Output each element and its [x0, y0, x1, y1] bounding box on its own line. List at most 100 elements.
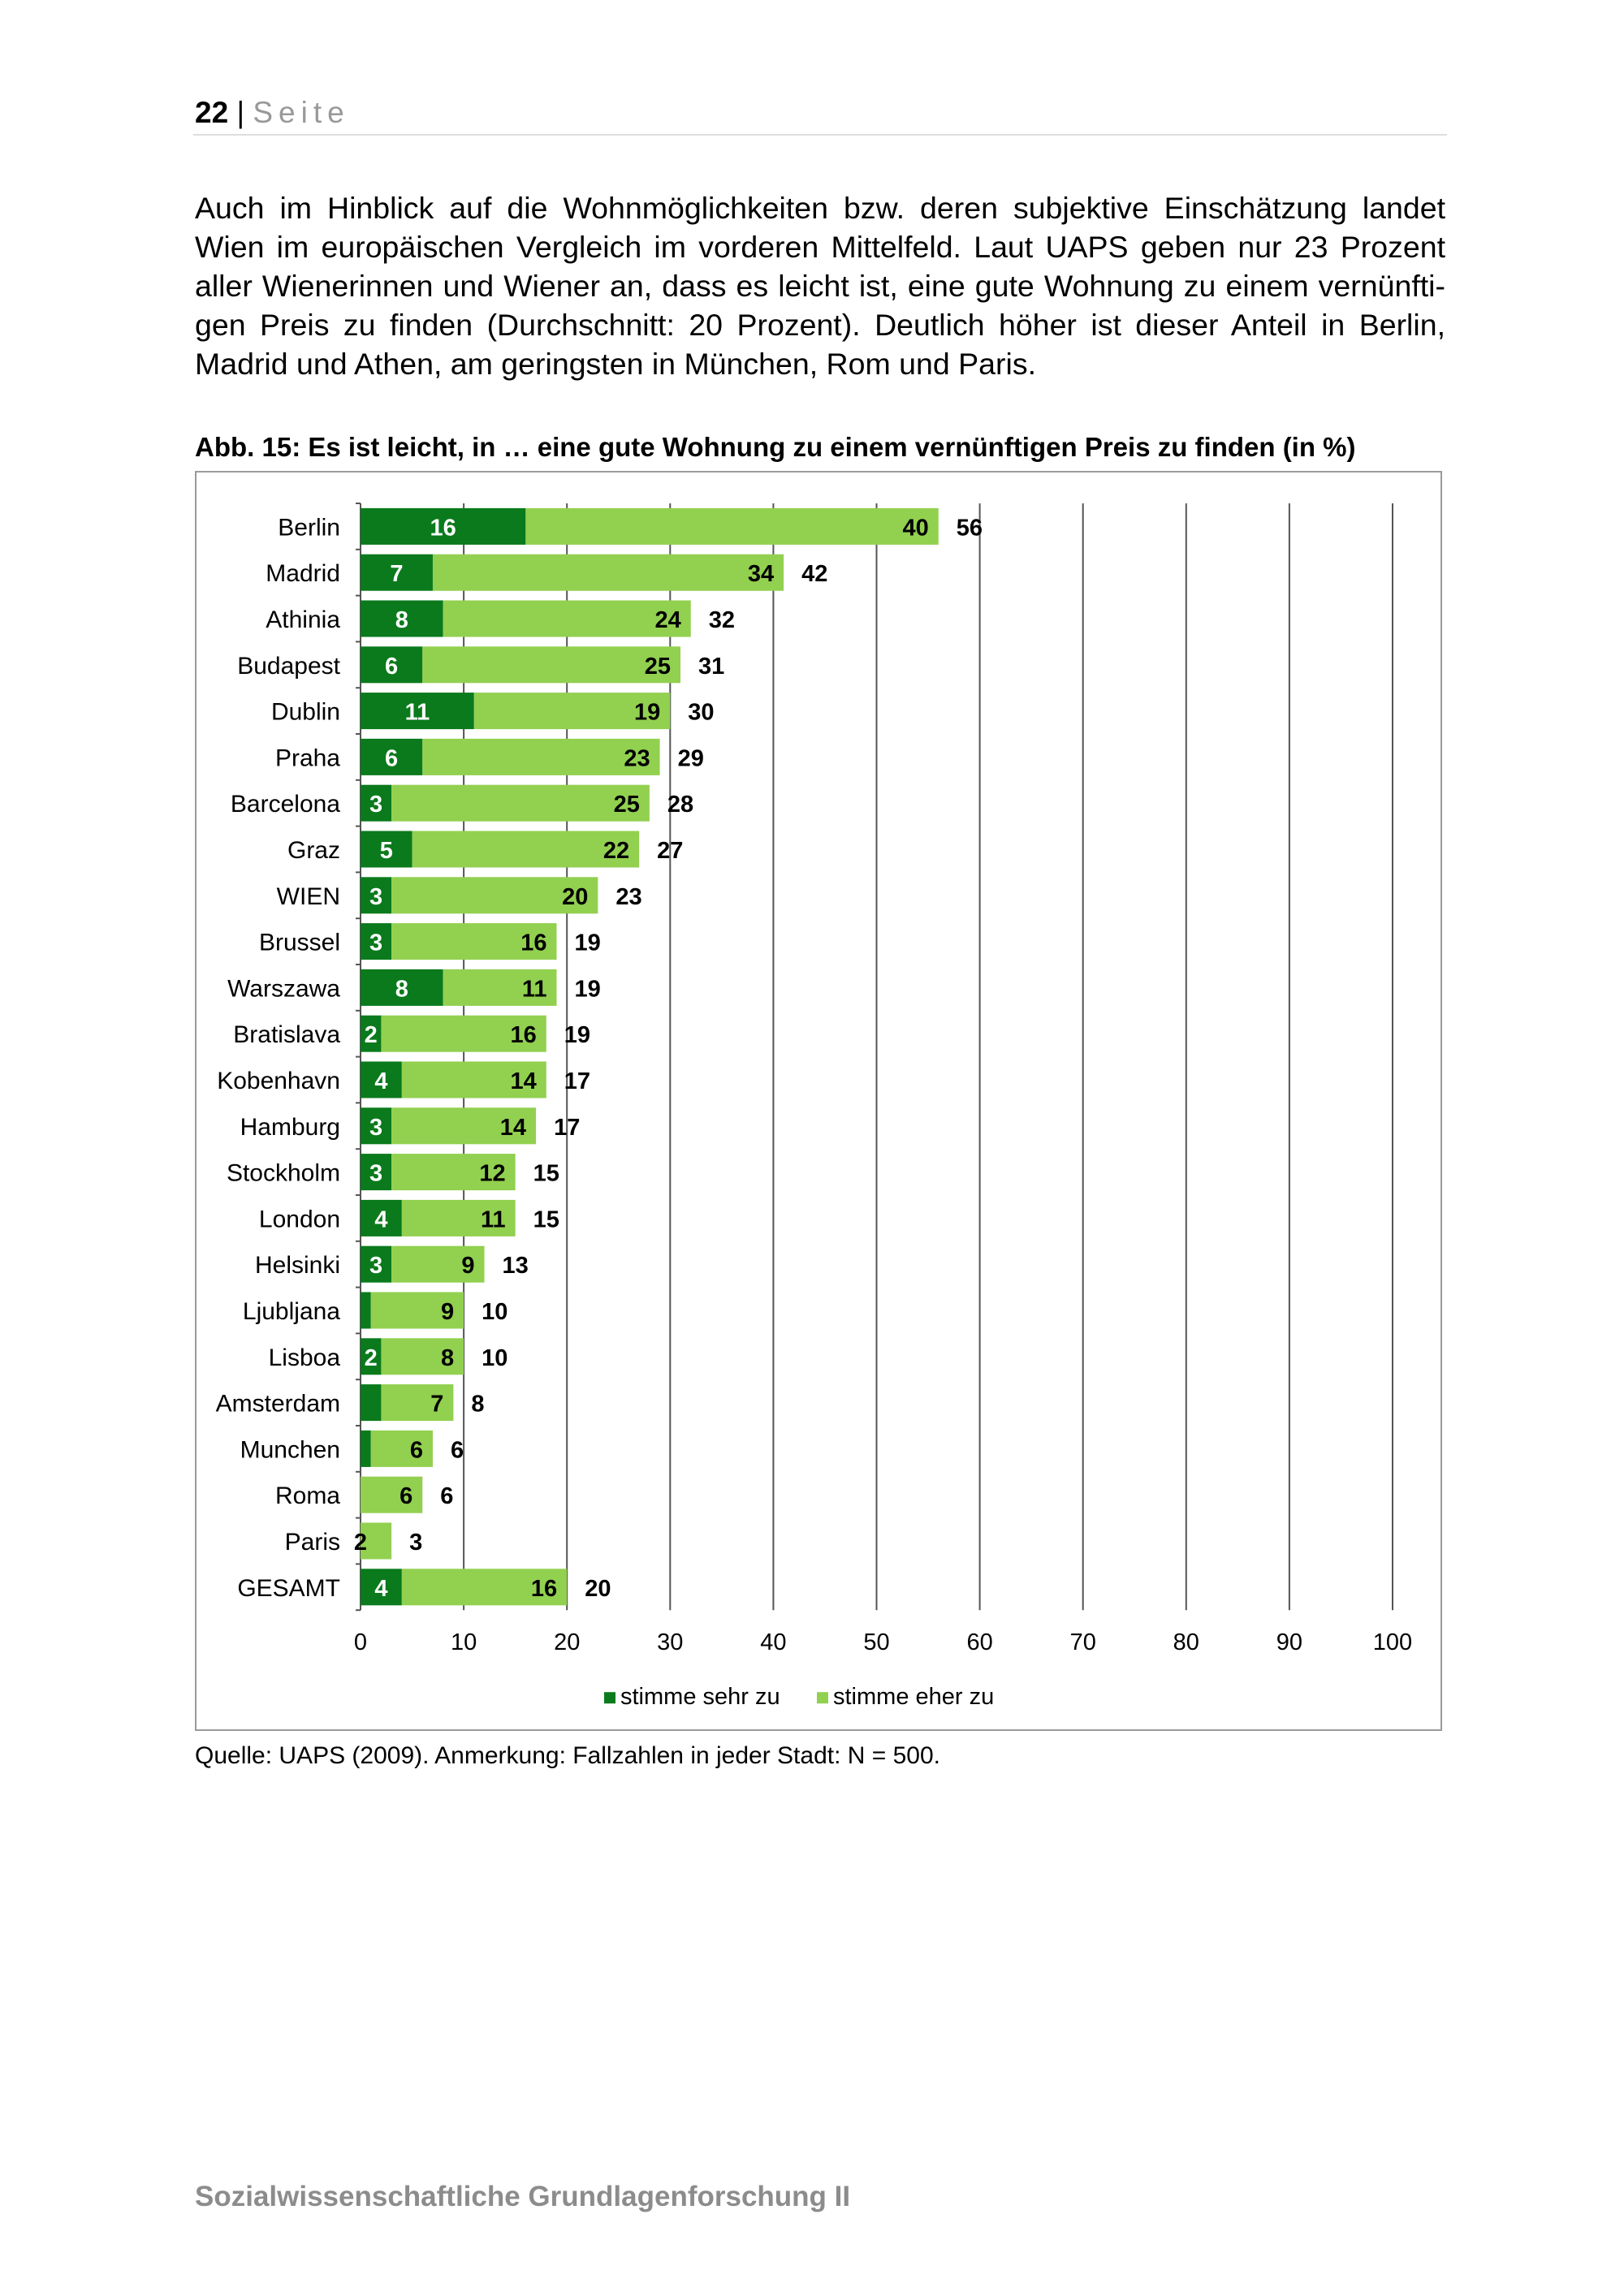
bar-sehr-zu — [361, 646, 423, 684]
x-tick-label: 0 — [354, 1629, 367, 1655]
category-label: Lisboa — [269, 1344, 341, 1371]
data-label-eher-zu: 14 — [511, 1068, 537, 1094]
category-label: Athinia — [266, 606, 340, 633]
data-label-total: 19 — [564, 1022, 590, 1048]
data-label-total: 29 — [678, 745, 704, 771]
data-label-sehr-zu: 2 — [354, 1530, 367, 1556]
data-label-eher-zu: 9 — [461, 1253, 474, 1279]
bar-eher-zu — [391, 1154, 516, 1191]
data-label-total: 6 — [440, 1483, 453, 1509]
x-tick-label: 80 — [1173, 1629, 1199, 1655]
bar-sehr-zu — [361, 831, 412, 868]
data-label-sehr-zu: 3 — [369, 1161, 382, 1187]
x-tick-label: 60 — [966, 1629, 992, 1655]
category-label: Brussel — [259, 930, 340, 956]
data-label-eher-zu: 20 — [562, 884, 588, 910]
data-label-total: 15 — [533, 1161, 559, 1187]
data-label-eher-zu: 7 — [430, 1392, 443, 1418]
bar-sehr-zu — [361, 1430, 371, 1467]
chart-frame: Berlin 16 40 5 6 Madrid 7 3 4 42 Athinia 8 2 4 3 2 Budap… — [195, 471, 1442, 1731]
figure-caption: Abb. 15: Es ist leicht, in … eine gute W… — [195, 432, 1356, 462]
x-tick-label: 40 — [760, 1629, 786, 1655]
data-label-total: 10 — [482, 1299, 508, 1325]
category-label: Budapest — [237, 653, 340, 680]
data-label-eher-zu: 25 — [645, 654, 671, 680]
bar-eher-zu — [370, 1292, 464, 1329]
data-label-eher-zu: 6 — [400, 1483, 412, 1509]
bar-sehr-zu — [361, 923, 392, 960]
data-label-total: 10 — [482, 1345, 508, 1371]
category-label: Graz — [287, 837, 340, 864]
data-label-sehr-zu: 3 — [369, 930, 382, 956]
data-label-total: 17 — [554, 1115, 580, 1141]
bar-sehr-zu — [361, 1245, 392, 1283]
page-footer: Sozialwissenschaftliche Grundlagenforsch… — [195, 2181, 851, 2212]
x-tick-label: 30 — [657, 1629, 683, 1655]
category-label: Bratislava — [233, 1021, 340, 1048]
bar-sehr-zu — [361, 507, 526, 545]
data-label-sehr-zu: 8 — [395, 607, 408, 633]
bar-eher-zu — [412, 831, 640, 868]
category-label: Warszawa — [227, 975, 340, 1002]
bar-sehr-zu — [361, 1061, 402, 1098]
x-tick-label: 70 — [1070, 1629, 1096, 1655]
header-rule — [193, 134, 1447, 136]
page-number: 22 — [195, 96, 229, 129]
data-label-eher-zu: 9 — [441, 1299, 454, 1325]
category-label: Dublin — [271, 699, 340, 726]
category-label: Amsterdam — [216, 1391, 340, 1418]
data-label-total: 42 — [801, 561, 827, 587]
category-label: WIEN — [277, 883, 340, 910]
data-label-eher-zu: 19 — [634, 700, 660, 726]
data-label-eher-zu: 16 — [511, 1022, 537, 1048]
header-separator: | — [236, 96, 245, 129]
data-label-total: 8 — [471, 1392, 484, 1418]
bar-eher-zu — [432, 554, 784, 591]
bar-eher-zu — [381, 1338, 464, 1375]
category-label: London — [259, 1206, 340, 1232]
category-label: Barcelona — [231, 791, 340, 818]
data-label-total: 30 — [688, 700, 714, 726]
bar-sehr-zu — [361, 1338, 382, 1375]
bar-sehr-zu — [361, 693, 474, 730]
bar-eher-zu — [391, 877, 598, 914]
bar-eher-zu — [391, 1245, 485, 1283]
data-label-eher-zu: 6 — [410, 1437, 423, 1463]
category-label: Madrid — [266, 560, 340, 587]
data-label-sehr-zu: 16 — [430, 515, 456, 541]
bar-eher-zu — [443, 600, 691, 637]
data-label-sehr-zu: 3 — [369, 792, 382, 818]
data-label-total: 19 — [574, 930, 600, 956]
bar-eher-zu — [381, 1384, 454, 1422]
category-label: Stockholm — [227, 1160, 340, 1187]
data-label-sehr-zu: 4 — [374, 1206, 387, 1232]
category-label: Berlin — [278, 514, 340, 541]
bar-eher-zu — [361, 1476, 423, 1513]
data-label-total: 28 — [667, 792, 693, 818]
data-label-eher-zu: 22 — [603, 838, 629, 864]
data-label-total: 20 — [585, 1576, 611, 1602]
source-note: Quelle: UAPS (2009). Anmerkung: Fallzahl… — [195, 1742, 941, 1769]
bar-sehr-zu — [361, 1107, 392, 1145]
data-label-sehr-zu: 11 — [405, 700, 430, 726]
bar-sehr-zu — [361, 1199, 402, 1236]
bar-sehr-zu — [361, 1292, 371, 1329]
bar-sehr-zu — [361, 877, 392, 914]
bar-eher-zu — [361, 1522, 392, 1560]
category-label: GESAMT — [237, 1575, 340, 1602]
bar-sehr-zu — [361, 784, 392, 822]
data-label-total: 31 — [698, 654, 724, 680]
bar-eher-zu — [381, 1015, 546, 1052]
category-label: Helsinki — [255, 1252, 340, 1279]
data-label-sehr-zu: 2 — [365, 1022, 378, 1048]
bar-eher-zu — [401, 1199, 516, 1236]
legend-swatch-eher-zu — [817, 1692, 828, 1704]
data-label-sehr-zu: 6 — [385, 654, 398, 680]
category-label: Hamburg — [240, 1114, 340, 1141]
data-label-total: 3 — [409, 1530, 422, 1556]
data-label-sehr-zu: 6 — [385, 745, 398, 771]
data-label-sehr-zu: 4 — [374, 1068, 387, 1094]
data-label-sehr-zu: 5 — [380, 838, 393, 864]
data-label-total: 19 — [574, 976, 600, 1002]
x-tick-label: 100 — [1373, 1629, 1412, 1655]
